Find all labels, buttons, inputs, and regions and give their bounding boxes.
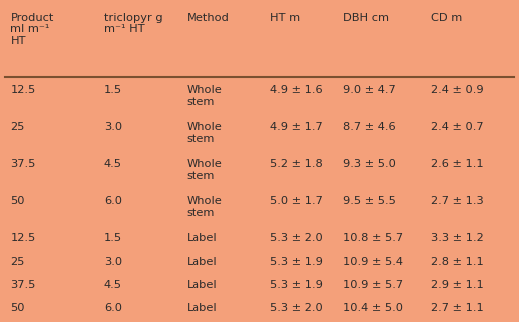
Text: 5.3 ± 1.9: 5.3 ± 1.9 (270, 257, 323, 267)
Text: 25: 25 (10, 257, 25, 267)
Text: 1.5: 1.5 (104, 85, 122, 95)
Text: DBH cm: DBH cm (343, 13, 389, 23)
Text: CD m: CD m (431, 13, 462, 23)
Text: 37.5: 37.5 (10, 159, 36, 169)
Text: triclopyr g
m⁻¹ HT: triclopyr g m⁻¹ HT (104, 13, 162, 34)
Text: Whole
stem: Whole stem (187, 122, 223, 144)
Text: 6.0: 6.0 (104, 196, 122, 206)
Text: 1.5: 1.5 (104, 233, 122, 243)
Text: 2.8 ± 1.1: 2.8 ± 1.1 (431, 257, 484, 267)
Text: 50: 50 (10, 196, 25, 206)
Text: 3.0: 3.0 (104, 122, 122, 132)
Text: 12.5: 12.5 (10, 233, 36, 243)
Text: 5.3 ± 2.0: 5.3 ± 2.0 (270, 303, 323, 313)
Text: 9.5 ± 5.5: 9.5 ± 5.5 (343, 196, 395, 206)
Text: 2.7 ± 1.3: 2.7 ± 1.3 (431, 196, 484, 206)
Text: 6.0: 6.0 (104, 303, 122, 313)
Text: Product
ml m⁻¹
HT: Product ml m⁻¹ HT (10, 13, 54, 46)
Text: Label: Label (187, 303, 217, 313)
Text: 3.3 ± 1.2: 3.3 ± 1.2 (431, 233, 484, 243)
Text: 9.3 ± 5.0: 9.3 ± 5.0 (343, 159, 395, 169)
Text: 4.9 ± 1.6: 4.9 ± 1.6 (270, 85, 322, 95)
Text: 4.9 ± 1.7: 4.9 ± 1.7 (270, 122, 323, 132)
Text: 2.9 ± 1.1: 2.9 ± 1.1 (431, 280, 484, 290)
Text: 50: 50 (10, 303, 25, 313)
Text: Method: Method (187, 13, 230, 23)
Text: 4.5: 4.5 (104, 159, 122, 169)
Text: 8.7 ± 4.6: 8.7 ± 4.6 (343, 122, 395, 132)
Text: 10.9 ± 5.7: 10.9 ± 5.7 (343, 280, 403, 290)
Text: 9.0 ± 4.7: 9.0 ± 4.7 (343, 85, 395, 95)
Text: HT m: HT m (270, 13, 300, 23)
Text: 37.5: 37.5 (10, 280, 36, 290)
Text: Whole
stem: Whole stem (187, 85, 223, 107)
Text: Label: Label (187, 280, 217, 290)
Text: Label: Label (187, 233, 217, 243)
Text: 10.4 ± 5.0: 10.4 ± 5.0 (343, 303, 403, 313)
Text: 10.8 ± 5.7: 10.8 ± 5.7 (343, 233, 403, 243)
Text: 5.0 ± 1.7: 5.0 ± 1.7 (270, 196, 323, 206)
Text: 2.4 ± 0.9: 2.4 ± 0.9 (431, 85, 483, 95)
Text: Whole
stem: Whole stem (187, 159, 223, 181)
Text: 5.2 ± 1.8: 5.2 ± 1.8 (270, 159, 323, 169)
Text: 10.9 ± 5.4: 10.9 ± 5.4 (343, 257, 403, 267)
Text: 2.4 ± 0.7: 2.4 ± 0.7 (431, 122, 483, 132)
Text: 2.7 ± 1.1: 2.7 ± 1.1 (431, 303, 484, 313)
Text: 5.3 ± 1.9: 5.3 ± 1.9 (270, 280, 323, 290)
Text: 5.3 ± 2.0: 5.3 ± 2.0 (270, 233, 323, 243)
Text: 12.5: 12.5 (10, 85, 36, 95)
Text: 4.5: 4.5 (104, 280, 122, 290)
Text: 2.6 ± 1.1: 2.6 ± 1.1 (431, 159, 483, 169)
Text: Whole
stem: Whole stem (187, 196, 223, 218)
Text: 25: 25 (10, 122, 25, 132)
Text: 3.0: 3.0 (104, 257, 122, 267)
Text: Label: Label (187, 257, 217, 267)
